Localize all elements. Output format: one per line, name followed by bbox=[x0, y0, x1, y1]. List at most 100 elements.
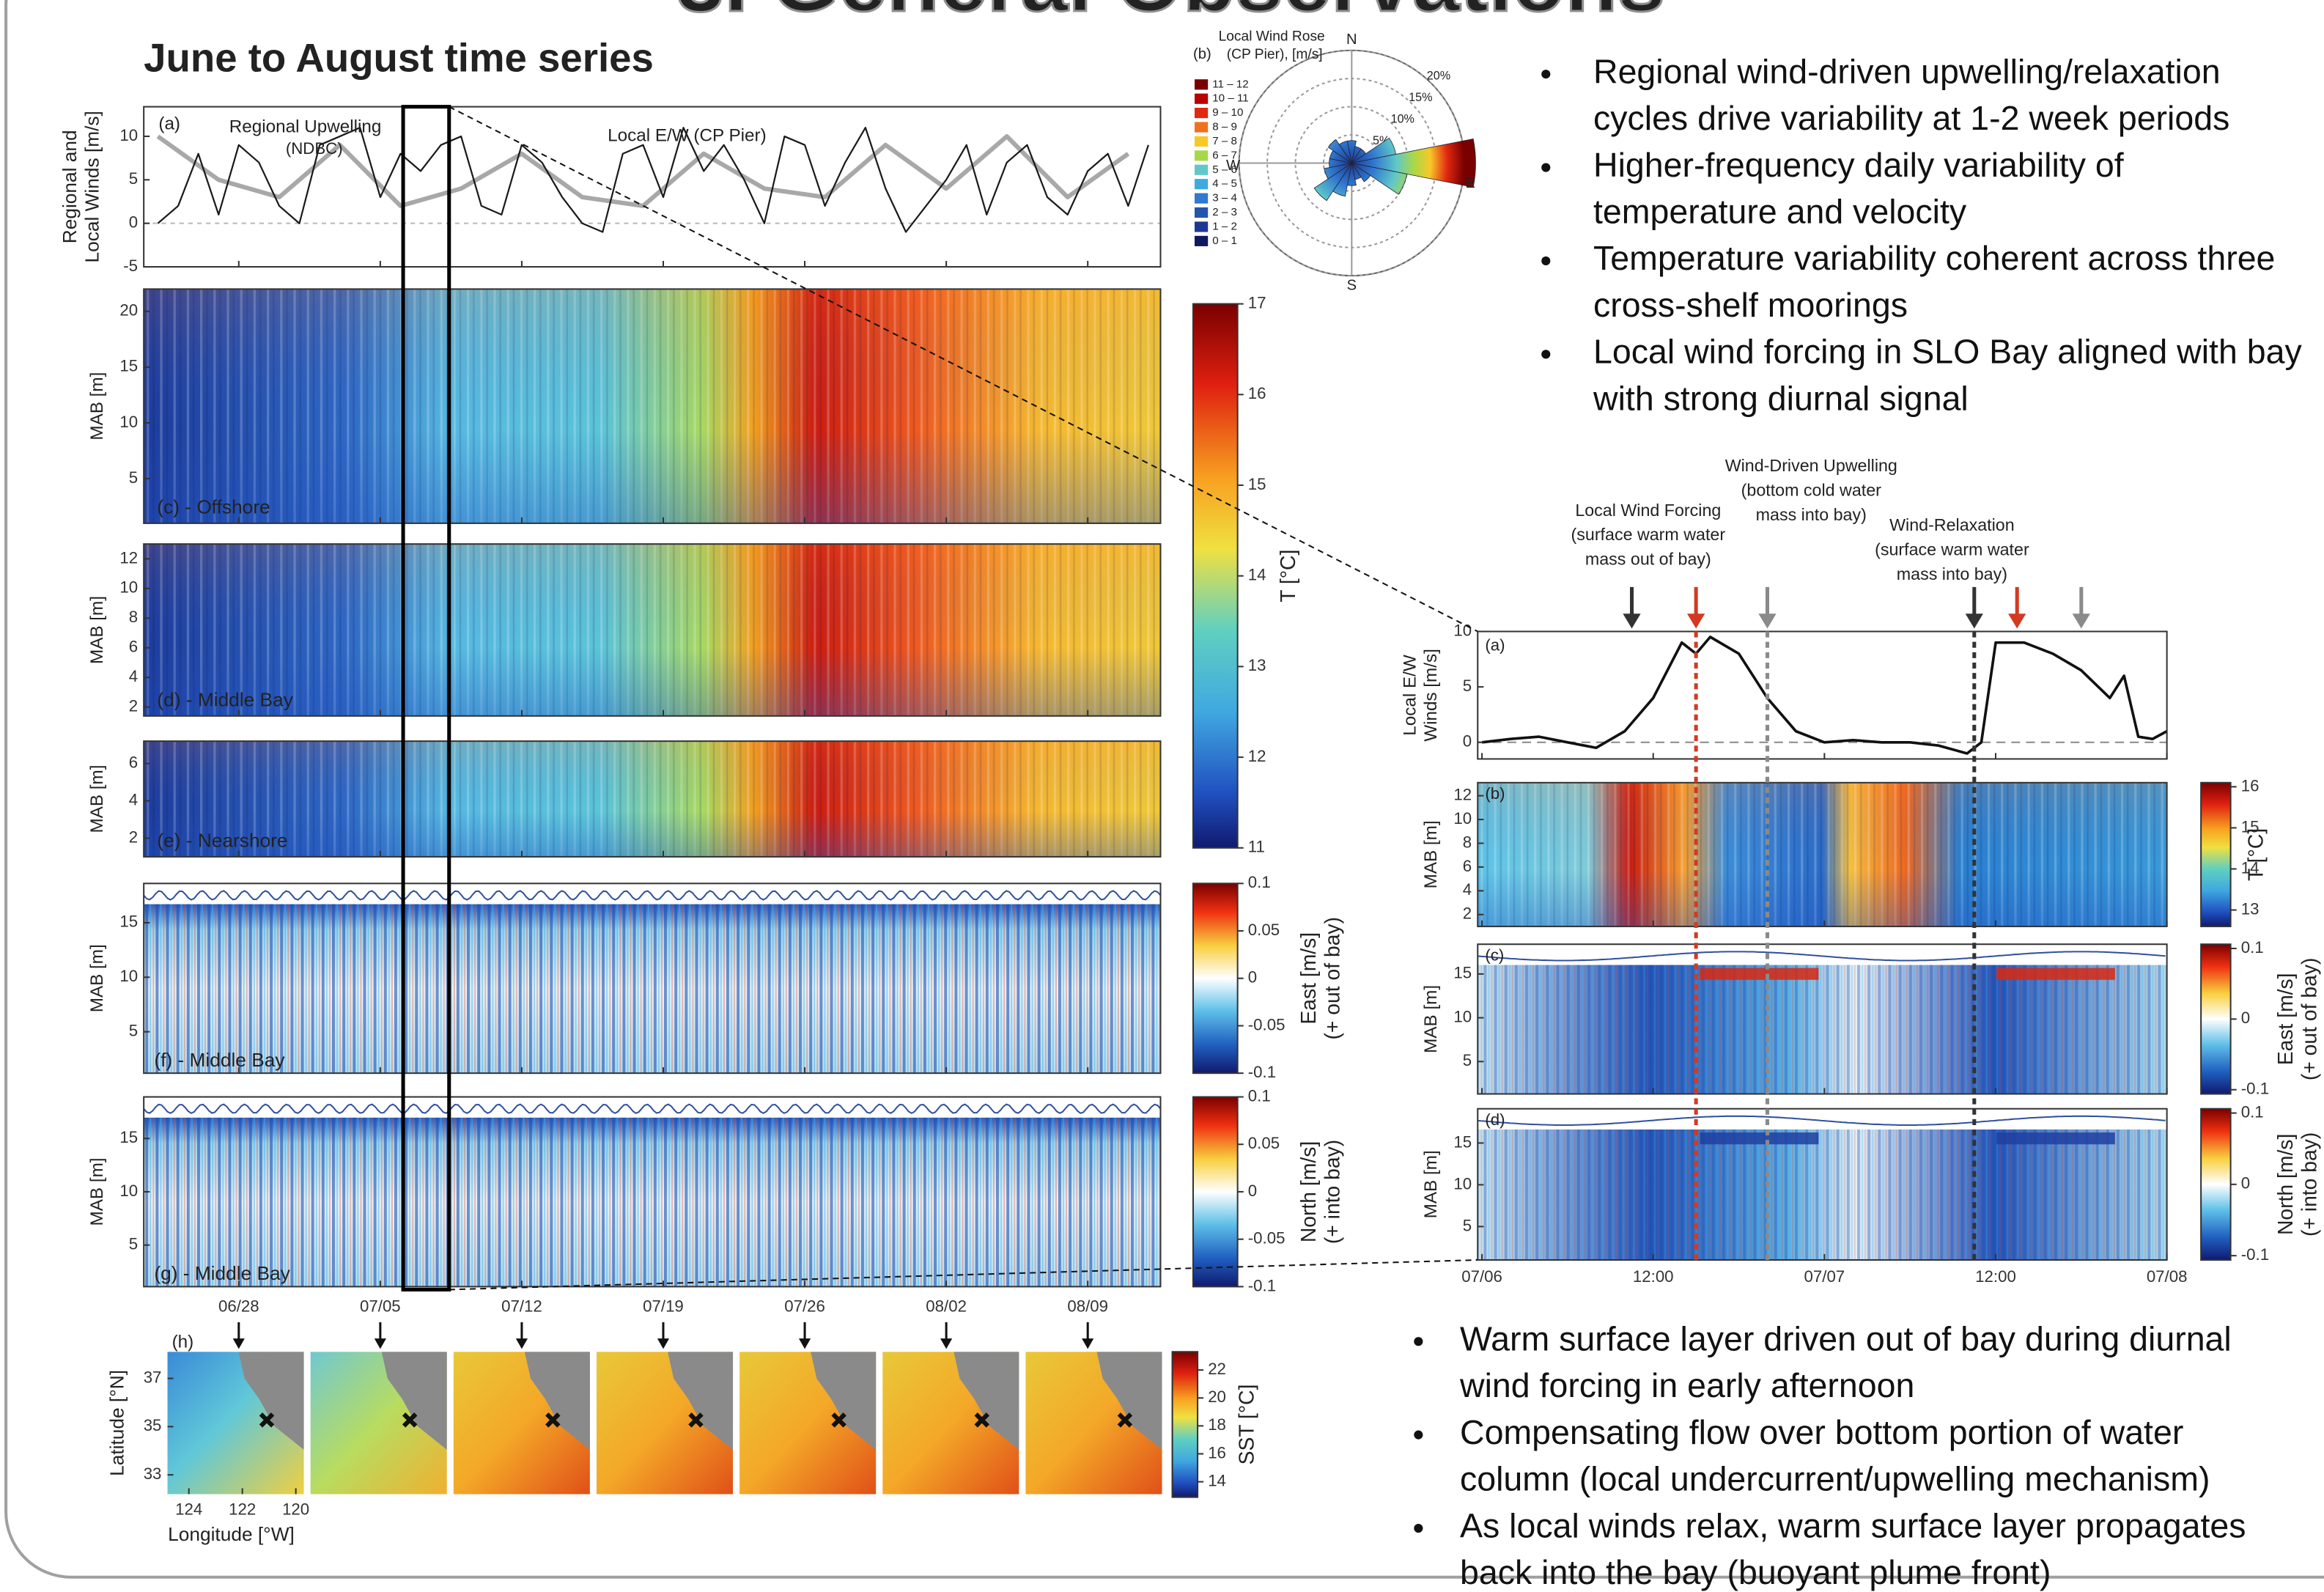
y-tick-label: 10 bbox=[1453, 621, 1472, 639]
x-tick-label: 07/26 bbox=[784, 1297, 825, 1316]
colorbar-tick-label: 13 bbox=[1248, 656, 1266, 674]
x-tick-label: 07/12 bbox=[501, 1297, 542, 1316]
event-arrow-head bbox=[1758, 613, 1777, 629]
axis-title: MAB [m] bbox=[87, 372, 107, 441]
y-tick-label: 5 bbox=[129, 1022, 138, 1040]
event-arrow-head bbox=[1687, 613, 1705, 629]
axes-frame bbox=[1477, 630, 2168, 760]
figures: 10 5 0 -5 Regional and Local Winds [m/s] (a) Re… bbox=[59, 29, 2320, 1591]
legend-swatch bbox=[1194, 108, 1209, 119]
panel-label: (a) bbox=[158, 114, 180, 133]
land bbox=[811, 1352, 877, 1450]
colorbar-tick-label: 16 bbox=[1248, 384, 1266, 402]
y-tick-label: 10 bbox=[1453, 1007, 1472, 1025]
temperature-shade bbox=[144, 544, 1161, 716]
x-tick-label: 12:00 bbox=[1633, 1267, 1674, 1286]
bullet-dot bbox=[1541, 163, 1551, 172]
y-tick-label: 20 bbox=[119, 301, 138, 320]
colorbar-tick-label: 13 bbox=[2241, 899, 2260, 918]
y-tick-label: 15 bbox=[1453, 964, 1472, 982]
bullet-dot bbox=[1414, 1523, 1423, 1533]
x-tick-label: 08/02 bbox=[926, 1297, 967, 1316]
land bbox=[381, 1352, 447, 1450]
x-tick-label: 07/07 bbox=[1804, 1267, 1845, 1286]
annotation: (bottom cold water bbox=[1741, 481, 1882, 500]
axis-title: Winds [m/s] bbox=[1421, 649, 1441, 742]
legend-label: 2 – 3 bbox=[1212, 206, 1237, 218]
legend-swatch bbox=[1194, 79, 1209, 90]
colorbar-tick-label: 14 bbox=[2241, 858, 2260, 877]
y-tick-label: 5 bbox=[129, 468, 138, 487]
legend-swatch bbox=[1194, 179, 1209, 190]
axis-title: Local E/W bbox=[1401, 655, 1420, 736]
y-tick-label: 5 bbox=[1463, 1051, 1472, 1069]
colorbar-tick-label: 0.1 bbox=[1248, 873, 1271, 891]
bullet-text: cycles drive variability at 1-2 week per… bbox=[1593, 99, 2229, 137]
plot-bg bbox=[1478, 631, 2167, 759]
bullet-dot bbox=[1414, 1430, 1423, 1440]
axis-title: North [m/s] bbox=[1296, 1141, 1320, 1242]
map-arrow-head bbox=[232, 1338, 245, 1349]
y-tick-label: 10 bbox=[1453, 1174, 1472, 1193]
colorbar-tick-label: 11 bbox=[1248, 838, 1265, 856]
y-tick-label: 0 bbox=[1463, 732, 1472, 751]
section-title: 3. General Observations bbox=[676, 0, 1665, 29]
station-marker bbox=[402, 1412, 418, 1428]
poster-frame bbox=[4, 0, 2324, 1579]
rose-petal bbox=[1351, 139, 1476, 188]
axis-title: (+ out of bay) bbox=[2297, 958, 2320, 1081]
axis-title: (+ into bay) bbox=[2297, 1132, 2320, 1237]
legend-label: 11 – 12 bbox=[1212, 78, 1248, 90]
colorbar-tick-label: 0 bbox=[2241, 1174, 2250, 1193]
annotation: mass out of bay) bbox=[1585, 550, 1711, 569]
ring-label: 15% bbox=[1409, 91, 1432, 104]
annotation: mass into bay) bbox=[1756, 505, 1867, 524]
colorbar-tick-label: 14 bbox=[1208, 1471, 1226, 1489]
map-arrow-head bbox=[657, 1338, 670, 1349]
rose-petal bbox=[1327, 139, 1352, 163]
colorbar-tick-label: -0.1 bbox=[2241, 1080, 2269, 1098]
legend-label: 3 – 4 bbox=[1212, 192, 1237, 204]
panel-label: (g) - Middle Bay bbox=[154, 1262, 290, 1284]
legend-label: 5 – 6 bbox=[1212, 163, 1237, 176]
legend-swatch bbox=[1194, 207, 1209, 218]
series-label: Regional Upwelling bbox=[229, 117, 382, 136]
y-tick-label: 6 bbox=[1463, 857, 1472, 875]
station-marker bbox=[545, 1412, 561, 1428]
velocity-texture bbox=[1478, 1129, 2167, 1260]
legend-swatch bbox=[1194, 93, 1209, 104]
y-tick-label: 2 bbox=[1463, 904, 1472, 923]
velocity-texture bbox=[144, 1117, 1161, 1287]
bullet-text: Regional wind-driven upwelling/relaxatio… bbox=[1593, 52, 2221, 90]
x-tick-label: 07/05 bbox=[360, 1297, 401, 1316]
legend-swatch bbox=[1194, 193, 1209, 204]
surface-line bbox=[143, 890, 1162, 901]
colorbar bbox=[2200, 781, 2232, 927]
bullet-dot bbox=[1541, 70, 1551, 79]
rose-petal bbox=[1324, 163, 1352, 180]
ring-label: 20% bbox=[1427, 69, 1450, 82]
legend-label: 6 – 7 bbox=[1212, 149, 1237, 161]
y-tick-label: 8 bbox=[129, 608, 138, 626]
y-tick-label: 10 bbox=[119, 126, 138, 144]
station-marker bbox=[974, 1412, 990, 1428]
y-tick-label: 6 bbox=[129, 753, 138, 772]
velocity-texture bbox=[1478, 965, 2167, 1094]
axes-frame bbox=[143, 882, 1162, 1075]
surface-layer bbox=[1996, 968, 2115, 980]
y-tick-label: 10 bbox=[119, 413, 138, 431]
y-tick-label: 5 bbox=[129, 169, 138, 188]
colorbar-tick-label: 22 bbox=[1208, 1360, 1226, 1378]
y-tick-label: -5 bbox=[123, 257, 138, 275]
colorbar-tick-label: 14 bbox=[1248, 566, 1266, 584]
y-tick-label: 12 bbox=[1453, 786, 1472, 804]
rose-petal bbox=[1351, 163, 1371, 183]
y-tick-label: 15 bbox=[119, 913, 138, 931]
axis-title: MAB [m] bbox=[87, 1157, 107, 1226]
axis-title: Latitude [°N] bbox=[106, 1370, 128, 1476]
map-arrow-head bbox=[940, 1338, 953, 1349]
y-tick-label: 6 bbox=[129, 638, 138, 656]
x-tick-label: 07/08 bbox=[2147, 1267, 2188, 1286]
panel-label: (h) bbox=[172, 1333, 194, 1352]
rose-petal bbox=[1338, 140, 1352, 163]
